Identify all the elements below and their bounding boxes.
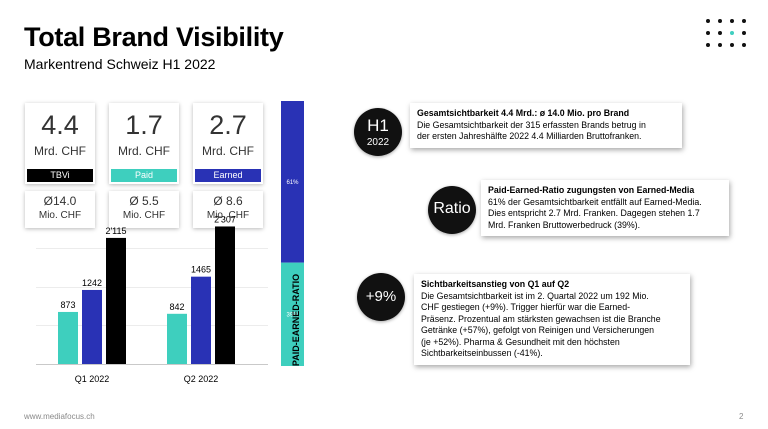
callout-line: Getränke (+57%), gefolgt von Reinigen un… [421, 325, 655, 335]
kpi-value: 4.4 [41, 110, 79, 140]
category-label: Q1 2022 [75, 374, 110, 384]
badge-text: +9% [365, 288, 397, 305]
badge-text: H1 [367, 116, 389, 135]
ratio-segment-label: 61% [286, 180, 299, 186]
badge-h1: H1 2022 [354, 108, 402, 156]
kpi-card-earned: 2.7 Mrd. CHF Earned [193, 103, 263, 184]
kpi-card-paid: 1.7 Mrd. CHF Paid [109, 103, 179, 184]
avg-unit: Mio. CHF [122, 210, 166, 221]
category-label: Q2 2022 [184, 374, 219, 384]
footer-url[interactable]: www.mediafocus.ch [24, 412, 95, 421]
page-number: 2 [739, 412, 744, 421]
callout-line: (je +52%). Pharma & Gesundheit mit den h… [421, 336, 620, 347]
callout-line: Dies entspricht 2.7 Mrd. Franken. Dagege… [488, 208, 700, 218]
avg-value: Ø14.0 [43, 194, 77, 208]
mediafocus-logo-icon [706, 19, 746, 47]
kpi-value: 2.7 [209, 110, 247, 140]
avg-value: Ø 8.6 [213, 194, 243, 208]
kpi-unit: Mrd. CHF [34, 144, 86, 158]
avg-unit: Mio. CHF [38, 210, 82, 221]
callout-card-h1: Gesamtsichtbarkeit 4.4 Mrd.: ø 14.0 Mio.… [410, 103, 682, 148]
bar-paid [167, 313, 187, 364]
avg-card-paid: Ø 5.5 Mio. CHF [109, 191, 179, 228]
avg-value: Ø 5.5 [129, 194, 159, 208]
page-subtitle: Markentrend Schweiz H1 2022 [24, 56, 216, 72]
page-title: Total Brand Visibility [24, 22, 284, 52]
bar-earned [191, 276, 211, 364]
ratio-segment-paid [281, 262, 304, 366]
badge-growth: +9% [357, 273, 405, 321]
badge-ratio: Ratio [428, 186, 476, 234]
kpi-value: 1.7 [125, 110, 163, 140]
callout-heading: Sichtbarkeitsanstieg von Q1 auf Q2 [421, 279, 570, 289]
bar-earned [82, 289, 102, 364]
bar-value-label: 873 [60, 300, 75, 310]
callout-line: Präsenz. Prozentual am stärksten gewachs… [421, 313, 661, 324]
bar-value-label: 2'307 [214, 214, 236, 224]
callout-line: CHF gestiegen (+9%). Trigger hierfür war… [421, 302, 631, 312]
kpi-label: Paid [111, 169, 177, 182]
avg-unit: Mio. CHF [206, 210, 250, 221]
avg-card-earned: Ø 8.6 Mio. CHF [193, 191, 263, 228]
kpi-unit: Mrd. CHF [202, 144, 254, 158]
bar-value-label: 2'115 [105, 226, 126, 236]
bar-total [106, 237, 126, 364]
bar-value-label: 842 [169, 302, 184, 312]
bar-value-label: 1465 [191, 265, 211, 275]
bar-paid [58, 311, 78, 364]
callout-line: Die Gesamtsichtbarkeit ist im 2. Quartal… [421, 290, 649, 301]
callout-line: der ersten Jahreshälfte 2022 4.4 Milliar… [417, 131, 642, 141]
callout-card-growth: Sichtbarkeitsanstieg von Q1 auf Q2 Die G… [414, 274, 690, 365]
kpi-unit: Mrd. CHF [118, 144, 170, 158]
bar-total [215, 226, 235, 364]
callout-line: Mrd. Franken Bruttowerbedruck (39%). [488, 219, 641, 230]
kpi-label: Earned [195, 169, 261, 182]
bar-value-label: 1242 [82, 278, 102, 288]
callout-line: 61% der Gesamtsichtbarkeit entfällt auf … [488, 196, 702, 207]
callout-heading: Paid-Earned-Ratio zugungsten von Earned-… [488, 185, 695, 195]
callout-card-ratio: Paid-Earned-Ratio zugungsten von Earned-… [481, 180, 729, 236]
badge-text: Ratio [433, 200, 471, 217]
callout-line: Sichtbarkeitseinbussen (-41%). [421, 348, 543, 358]
ratio-segment-label: 39% [286, 312, 299, 318]
kpi-card-tbvi: 4.4 Mrd. CHF TBVi [25, 103, 95, 184]
callout-heading: Gesamtsichtbarkeit 4.4 Mrd.: ø 14.0 Mio.… [417, 108, 630, 118]
ratio-segment-earned [281, 101, 304, 263]
callout-line: Die Gesamtsichtbarkeit der 315 erfassten… [417, 119, 646, 130]
ratio-axis-title: PAID-EARNED-RATIO [291, 273, 301, 367]
badge-subtext: 2022 [366, 137, 390, 148]
avg-card-tbvi: Ø14.0 Mio. CHF [25, 191, 95, 228]
kpi-label: TBVi [27, 169, 93, 182]
